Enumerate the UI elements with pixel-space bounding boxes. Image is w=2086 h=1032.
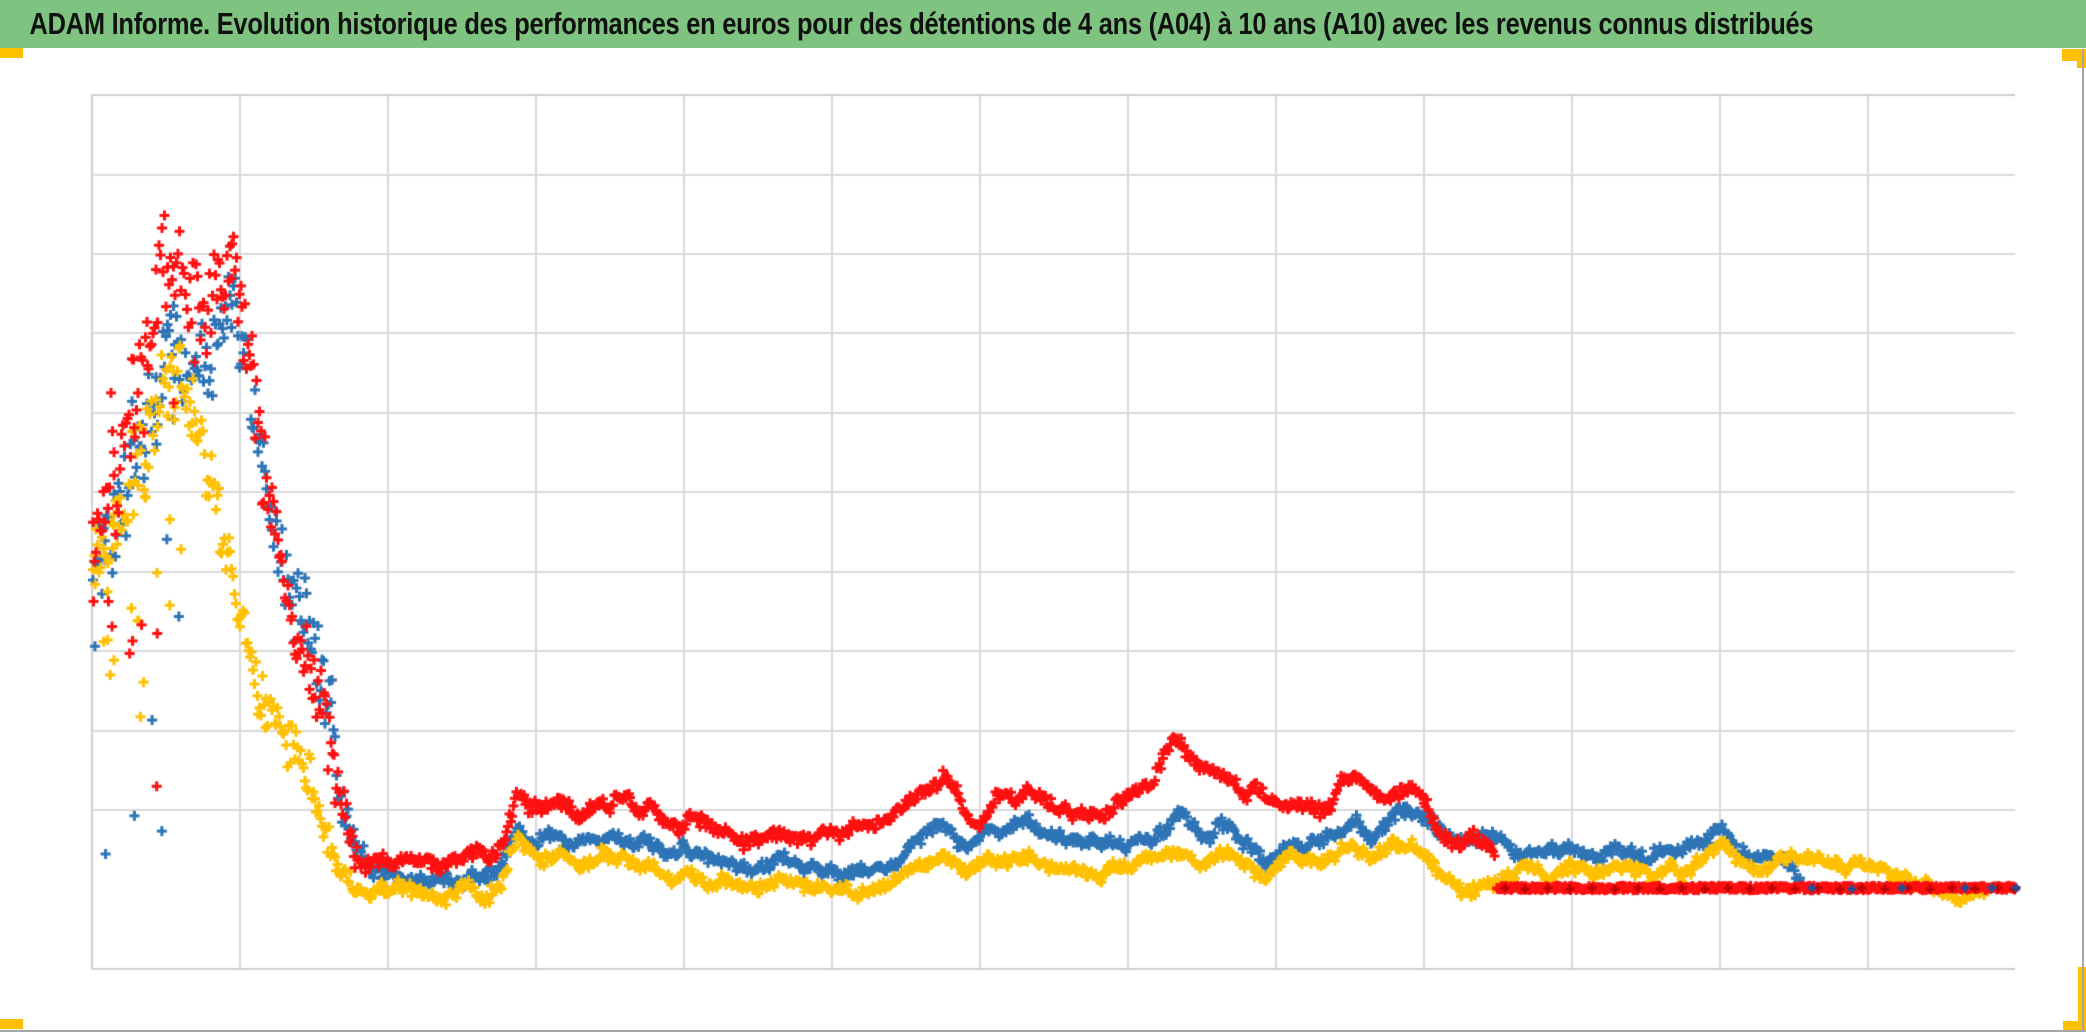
top-left-corner-accent <box>0 48 23 58</box>
slide-right-edge <box>2082 49 2084 1032</box>
page-title: ADAM Informe. Evolution historique des p… <box>29 6 1814 41</box>
top-right-corner-accent-vertical <box>2077 49 2086 68</box>
bottom-right-corner-accent-horizontal <box>2063 1021 2086 1030</box>
bottom-left-corner-accent <box>0 1019 23 1029</box>
slide-bottom-edge <box>0 1030 2086 1032</box>
title-bar: ADAM Informe. Evolution historique des p… <box>0 0 2086 48</box>
